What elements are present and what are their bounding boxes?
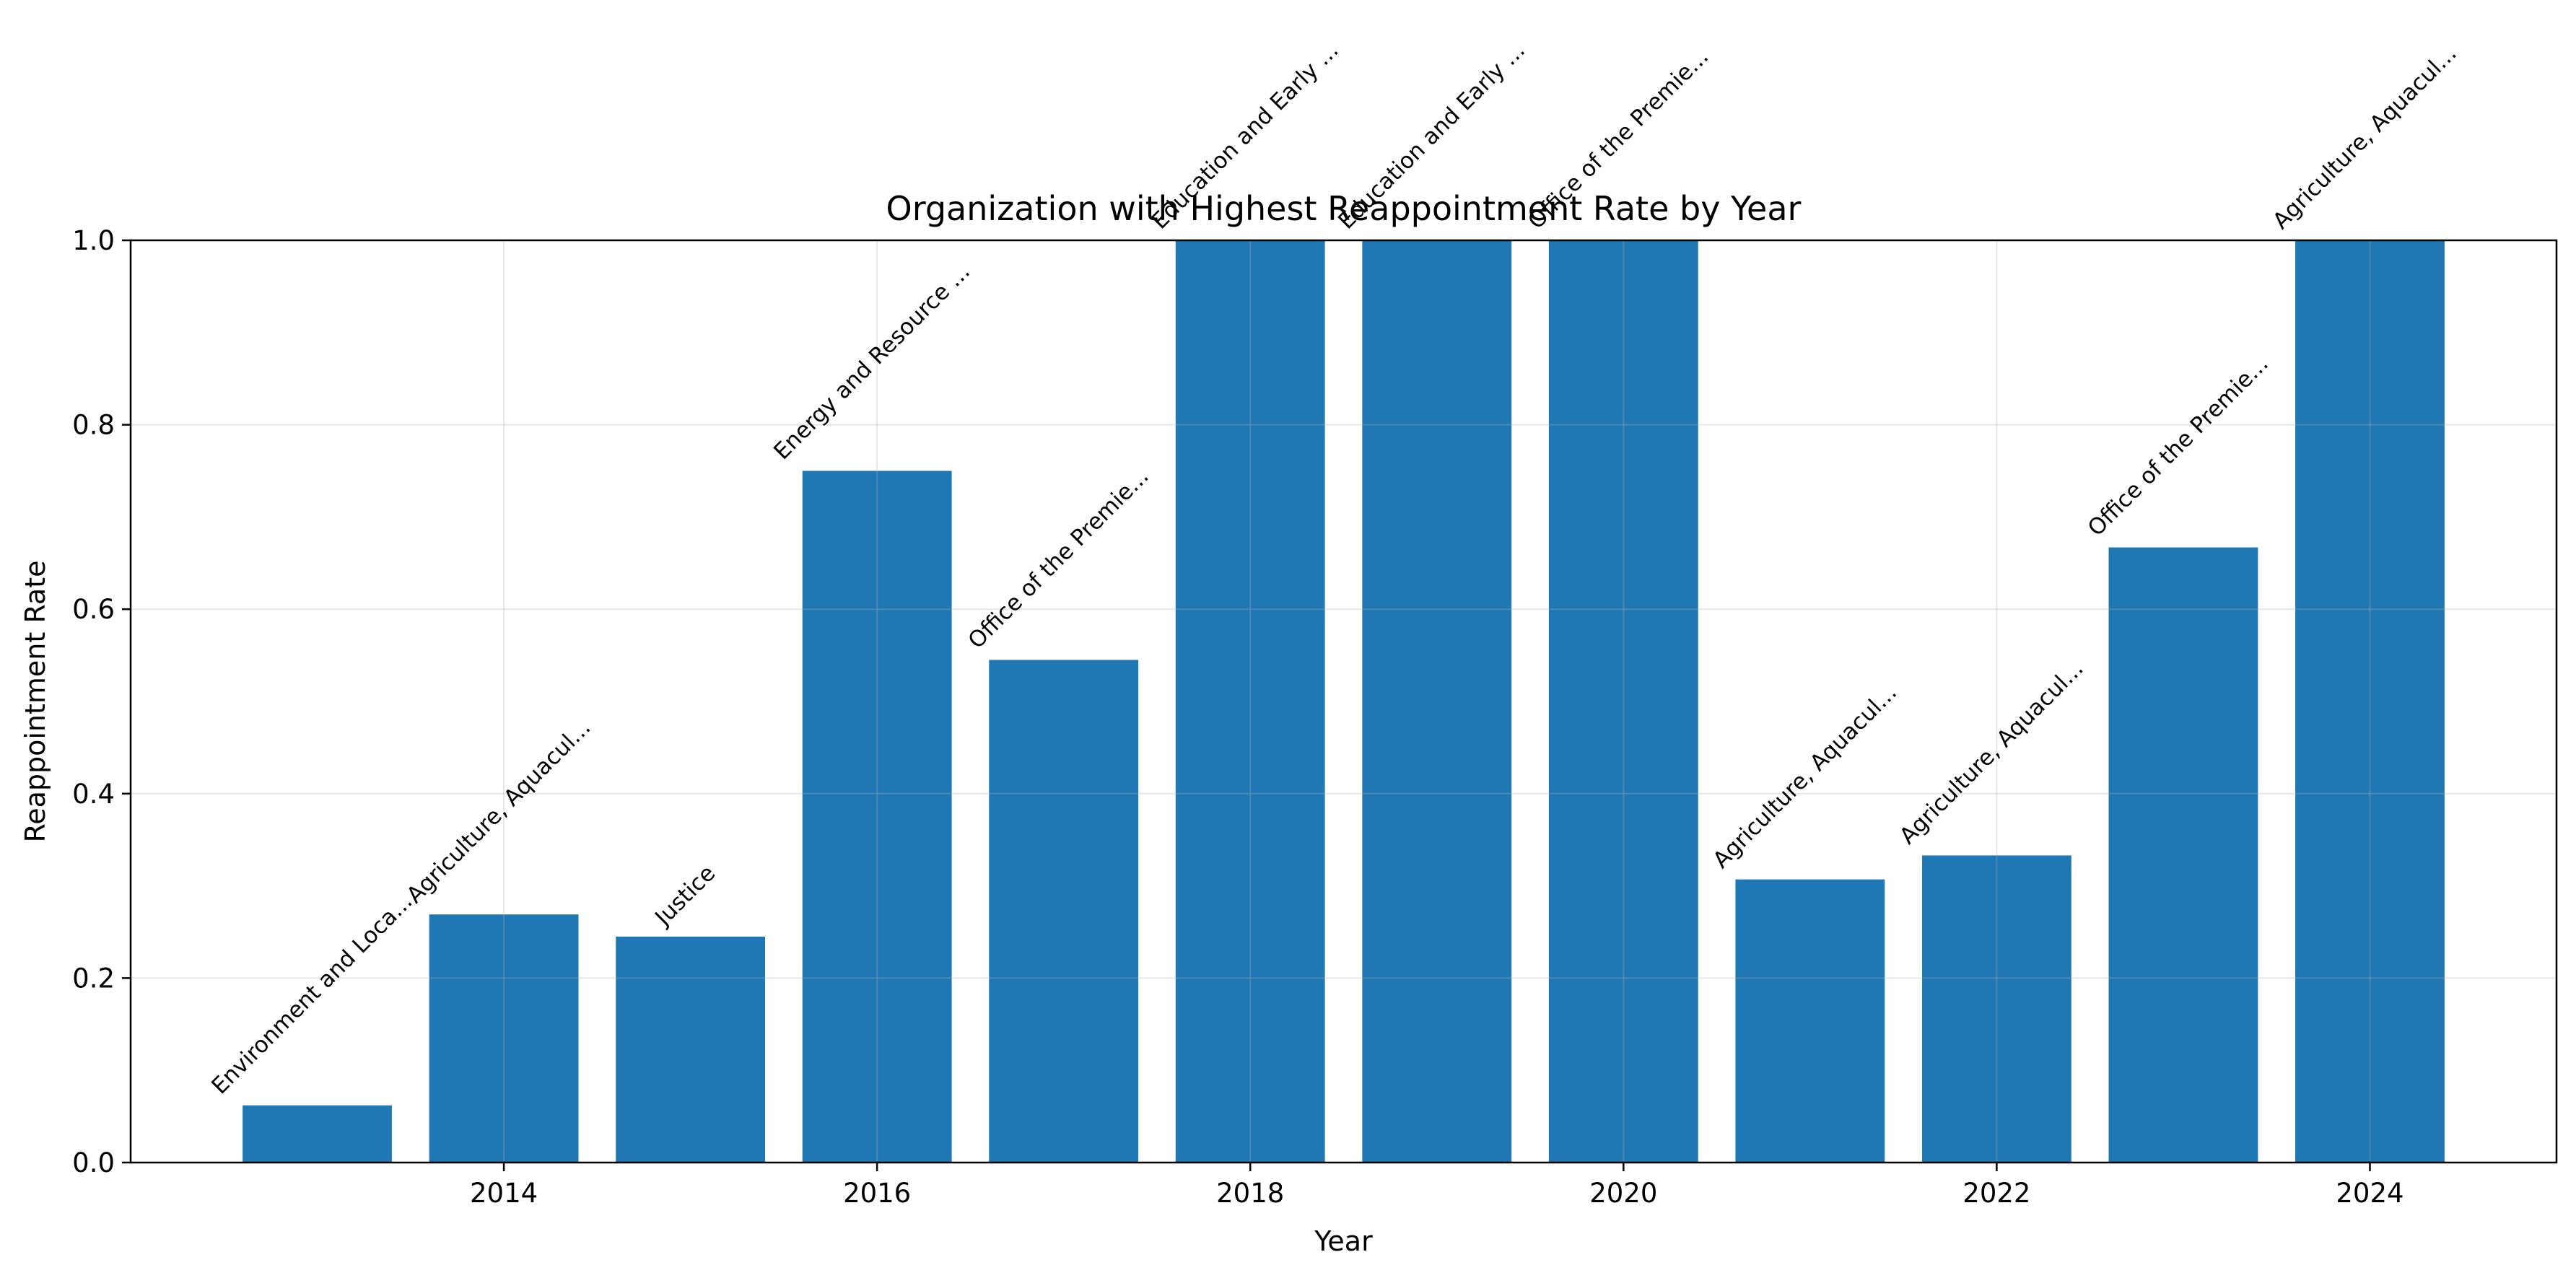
y-tick-label-0.6: 0.6: [72, 594, 115, 625]
bar-2021: [1735, 879, 1885, 1163]
y-axis: 0.0 0.2 0.4 0.6 0.8 1.0: [72, 225, 131, 1178]
bar-2016: [802, 471, 952, 1163]
bar-2024: [2295, 240, 2445, 1163]
chart-title: Organization with Highest Reappointment …: [886, 189, 1802, 228]
bars: [243, 240, 2445, 1163]
y-axis-label: Reappointment Rate: [19, 561, 51, 843]
bar-2014: [429, 914, 579, 1163]
x-tick-label-2020: 2020: [1589, 1178, 1657, 1209]
y-tick-label-1: 1.0: [72, 225, 115, 256]
plot-frame: [129, 239, 2558, 1164]
bar-2020: [1548, 240, 1698, 1163]
x-tick-label-2014: 2014: [470, 1178, 538, 1209]
y-tick-label-0.8: 0.8: [72, 410, 115, 441]
x-tick-label-2024: 2024: [2336, 1178, 2403, 1209]
bar-2013: [243, 1105, 392, 1163]
bar-2018: [1175, 240, 1325, 1163]
x-tick-label-2022: 2022: [1962, 1178, 2030, 1209]
bar-2019: [1362, 240, 1512, 1163]
x-axis: 2014 2016 2018 2020 2022 2024: [470, 1163, 2404, 1209]
x-tick-label-2018: 2018: [1216, 1178, 1284, 1209]
bar-2017: [989, 660, 1139, 1163]
bar-2023: [2108, 547, 2258, 1163]
bar-2022: [1921, 855, 2071, 1163]
x-axis-label: Year: [1314, 1225, 1373, 1257]
bar-2015: [616, 936, 766, 1163]
y-tick-label-0.2: 0.2: [72, 963, 115, 994]
y-tick-label-0.4: 0.4: [72, 779, 115, 810]
x-tick-label-2016: 2016: [843, 1178, 911, 1209]
y-tick-label-0: 0.0: [72, 1147, 115, 1178]
